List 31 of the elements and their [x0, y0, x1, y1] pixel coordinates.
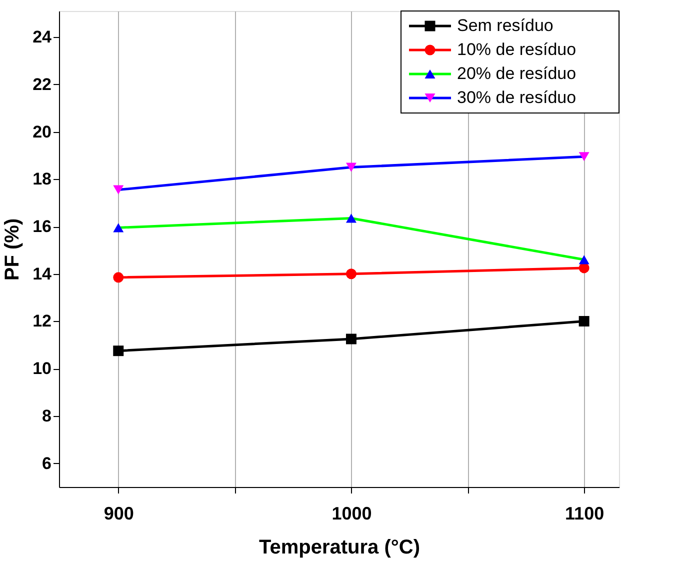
- point: [113, 223, 124, 232]
- point: [346, 162, 356, 172]
- point: [346, 268, 356, 280]
- legend-label: 20% de resíduo: [457, 64, 576, 83]
- legend-label: 10% de resíduo: [457, 40, 576, 59]
- x-tick-label: 1000: [332, 504, 372, 524]
- x-tick-label: 1100: [565, 504, 604, 524]
- x-axis-title: Temperatura (°C): [259, 536, 420, 558]
- point: [578, 152, 590, 162]
- y-tick-label: 22: [32, 74, 52, 94]
- y-tick-label: 18: [32, 170, 52, 189]
- point: [578, 262, 590, 274]
- y-tick-label: 12: [32, 312, 52, 331]
- point: [113, 272, 124, 283]
- y-tick-label: 6: [42, 454, 52, 473]
- point: [113, 185, 124, 194]
- legend-label: Sem resíduo: [457, 16, 554, 35]
- y-tick-label: 8: [42, 406, 52, 426]
- point: [578, 255, 590, 264]
- y-tick-label: 20: [32, 122, 52, 142]
- y-axis-title: PF (%): [2, 218, 24, 281]
- y-tick-label: 16: [32, 217, 52, 236]
- point: [346, 214, 356, 223]
- legend-label: 30% de resíduo: [457, 88, 576, 107]
- y-tick-label: 14: [32, 264, 52, 284]
- point: [578, 316, 590, 326]
- x-tick-label: 900: [104, 504, 134, 524]
- y-tick-label: 10: [32, 359, 52, 378]
- point: [113, 346, 124, 356]
- y-tick-label: 24: [32, 28, 52, 47]
- point: [346, 334, 356, 344]
